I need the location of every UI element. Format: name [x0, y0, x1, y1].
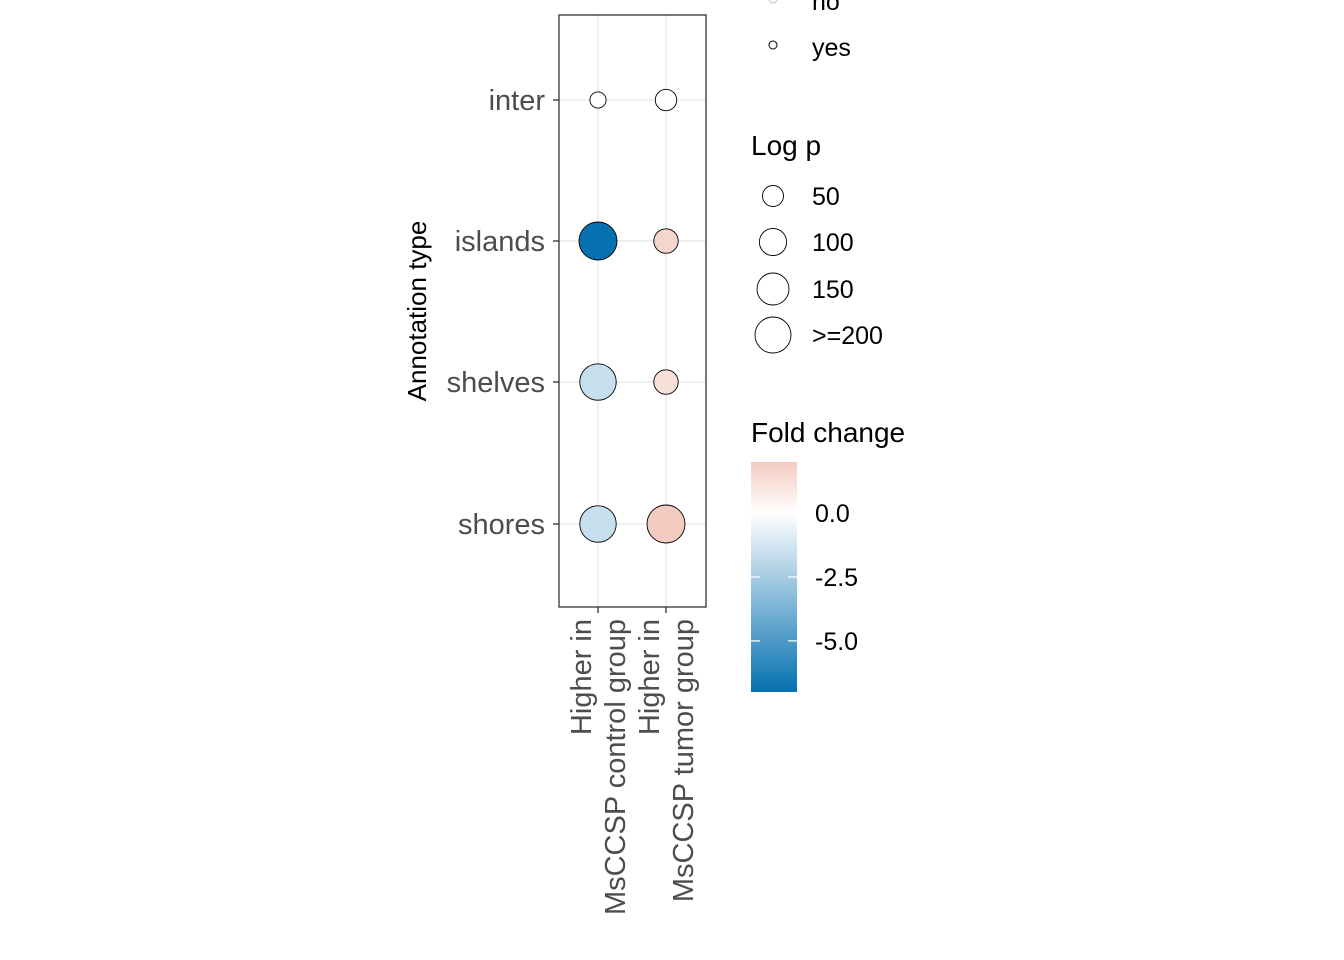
point-shores-0 [579, 505, 617, 543]
size-label-200: >=200 [812, 322, 883, 350]
plot-panel-border [558, 14, 707, 608]
size-legend-title: Log p [751, 130, 821, 161]
significance-key-yes [768, 40, 778, 50]
point-inter-0 [589, 91, 607, 109]
size-key-200 [754, 316, 792, 354]
y-axis: inter islands shelves shores [447, 85, 559, 541]
x-tick-label-line: MsCCSP control group [600, 619, 632, 915]
size-key-100 [758, 227, 788, 257]
color-legend-ticks: 0.0 -2.5 -5.0 [751, 500, 858, 656]
x-tick-label-line: MsCCSP tumor group [668, 619, 700, 902]
point-shelves-0 [579, 363, 617, 401]
size-key-150 [756, 272, 790, 306]
point-inter-1 [654, 88, 678, 112]
size-label-50: 50 [812, 183, 840, 211]
size-label-100: 100 [812, 229, 854, 257]
y-tick-label-shores: shores [458, 509, 545, 541]
significance-label-no: no [812, 0, 840, 16]
significance-label-yes: yes [812, 34, 851, 62]
point-islands-1 [653, 228, 679, 254]
color-legend-title: Fold change [751, 417, 905, 448]
size-label-150: 150 [812, 276, 854, 304]
color-tick-label: -2.5 [815, 564, 858, 592]
color-tick-label: 0.0 [815, 500, 850, 528]
point-shelves-1 [653, 369, 679, 395]
x-tick-label-line: Higher in [566, 619, 598, 735]
x-tick-label-1: Higher in MsCCSP tumor group [634, 619, 700, 902]
significance-key-no [768, 0, 778, 4]
x-axis: Higher in MsCCSP control group Higher in Ms… [566, 607, 700, 915]
point-shores-1 [646, 504, 686, 544]
y-tick-label-shelves: shelves [447, 367, 545, 399]
size-key-50 [762, 185, 784, 207]
significance-legend: no yes [768, 0, 851, 62]
x-tick-label-line: Higher in [634, 619, 666, 735]
y-tick-label-inter: inter [489, 85, 546, 117]
x-tick-label-0: Higher in MsCCSP control group [566, 619, 632, 915]
data-points [578, 88, 686, 544]
y-tick-label-islands: islands [455, 226, 545, 258]
color-tick-label: -5.0 [815, 628, 858, 656]
point-islands-0 [578, 221, 618, 261]
size-legend: 50 100 150 >=200 [754, 183, 883, 354]
y-axis-title: Annotation type [402, 221, 432, 402]
